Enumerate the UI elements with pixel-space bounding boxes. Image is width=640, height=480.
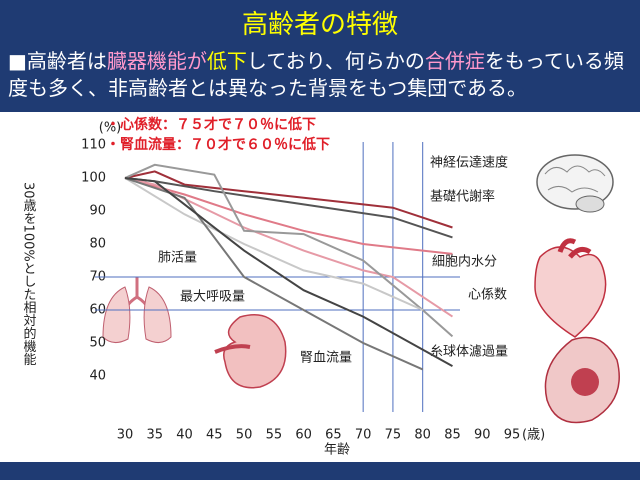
heart-illustration — [534, 238, 607, 338]
bullet-segment: 低下 — [206, 49, 247, 73]
series-line — [124, 163, 454, 338]
bullet-segment: 合併症 — [424, 49, 485, 73]
y-tick-label: 90 — [89, 204, 106, 219]
chart: (%) 30歳を100%とした相対的機能 年齢 ・心係数：７５才で７０％に低下 … — [0, 112, 640, 462]
series-label: 肺活量 — [158, 251, 197, 266]
series-label: 基礎代謝率 — [430, 189, 495, 205]
series-line — [124, 177, 453, 255]
series-line — [124, 177, 424, 371]
y-tick-label: 100 — [81, 171, 106, 186]
x-tick-label: 85 — [444, 428, 461, 443]
x-tick-label: 60 — [295, 428, 312, 443]
x-tick-label: 55 — [266, 428, 283, 443]
bullet-segment: をもっている頻度も多く、非高齢者とは異なった背景をもつ集団である。 — [8, 49, 624, 100]
x-axis-label: 年齢 — [324, 443, 350, 458]
y-tick-label: 110 — [81, 138, 106, 153]
series-line — [124, 170, 453, 229]
series-label: 糸球体濾過量 — [430, 345, 508, 360]
x-tick-label: 50 — [236, 428, 253, 443]
x-tick-label: 90 — [474, 428, 491, 443]
x-tick-label: 95 — [504, 428, 521, 443]
slide-title: 高齢者の特徴 — [241, 10, 398, 40]
bullet-segment: ■高齢者は — [8, 49, 107, 73]
x-unit: (歳) — [522, 428, 545, 443]
series-label: 腎血流量 — [300, 351, 352, 366]
series-line — [124, 177, 424, 311]
series-line — [124, 177, 453, 367]
series-label: 神経伝達速度 — [430, 155, 508, 171]
series-line — [124, 177, 454, 318]
x-tick-label: 80 — [414, 428, 431, 443]
bullet-text: ■高齢者は臓器機能が低下しており、何らかの合併症をもっている頻度も多く、非高齢者… — [8, 48, 634, 102]
series-label: 心係数 — [468, 288, 507, 303]
x-tick-label: 45 — [206, 428, 223, 443]
y-tick-label: 40 — [89, 369, 106, 384]
bullet-segment: しており、何らかの — [246, 49, 425, 73]
series-label: 細胞内水分 — [432, 254, 497, 270]
x-tick-label: 35 — [146, 428, 163, 443]
brain-illustration — [536, 154, 614, 213]
lungs-illustration — [102, 277, 172, 343]
y-unit: (%) — [99, 121, 122, 136]
y-tick-label: 50 — [89, 336, 106, 351]
x-tick-label: 30 — [117, 428, 134, 443]
annotation: ・心係数：７５才で７０％に低下 — [106, 116, 316, 133]
x-tick-label: 70 — [355, 428, 372, 443]
kidney-organ-illustration — [214, 314, 287, 389]
series-label: 最大呼吸量 — [180, 290, 245, 305]
bullet-segment: 臓器機能が — [106, 49, 207, 73]
x-tick-label: 75 — [385, 428, 402, 443]
y-tick-label: 80 — [89, 237, 106, 252]
y-axis-label: 30歳を100%とした相対的機能 — [21, 182, 37, 366]
x-tick-label: 40 — [176, 428, 193, 443]
x-tick-label: 65 — [325, 428, 342, 443]
kidney-illustration — [544, 336, 620, 424]
annotation: ・腎血流量：７０才で６０％に低下 — [106, 136, 330, 153]
